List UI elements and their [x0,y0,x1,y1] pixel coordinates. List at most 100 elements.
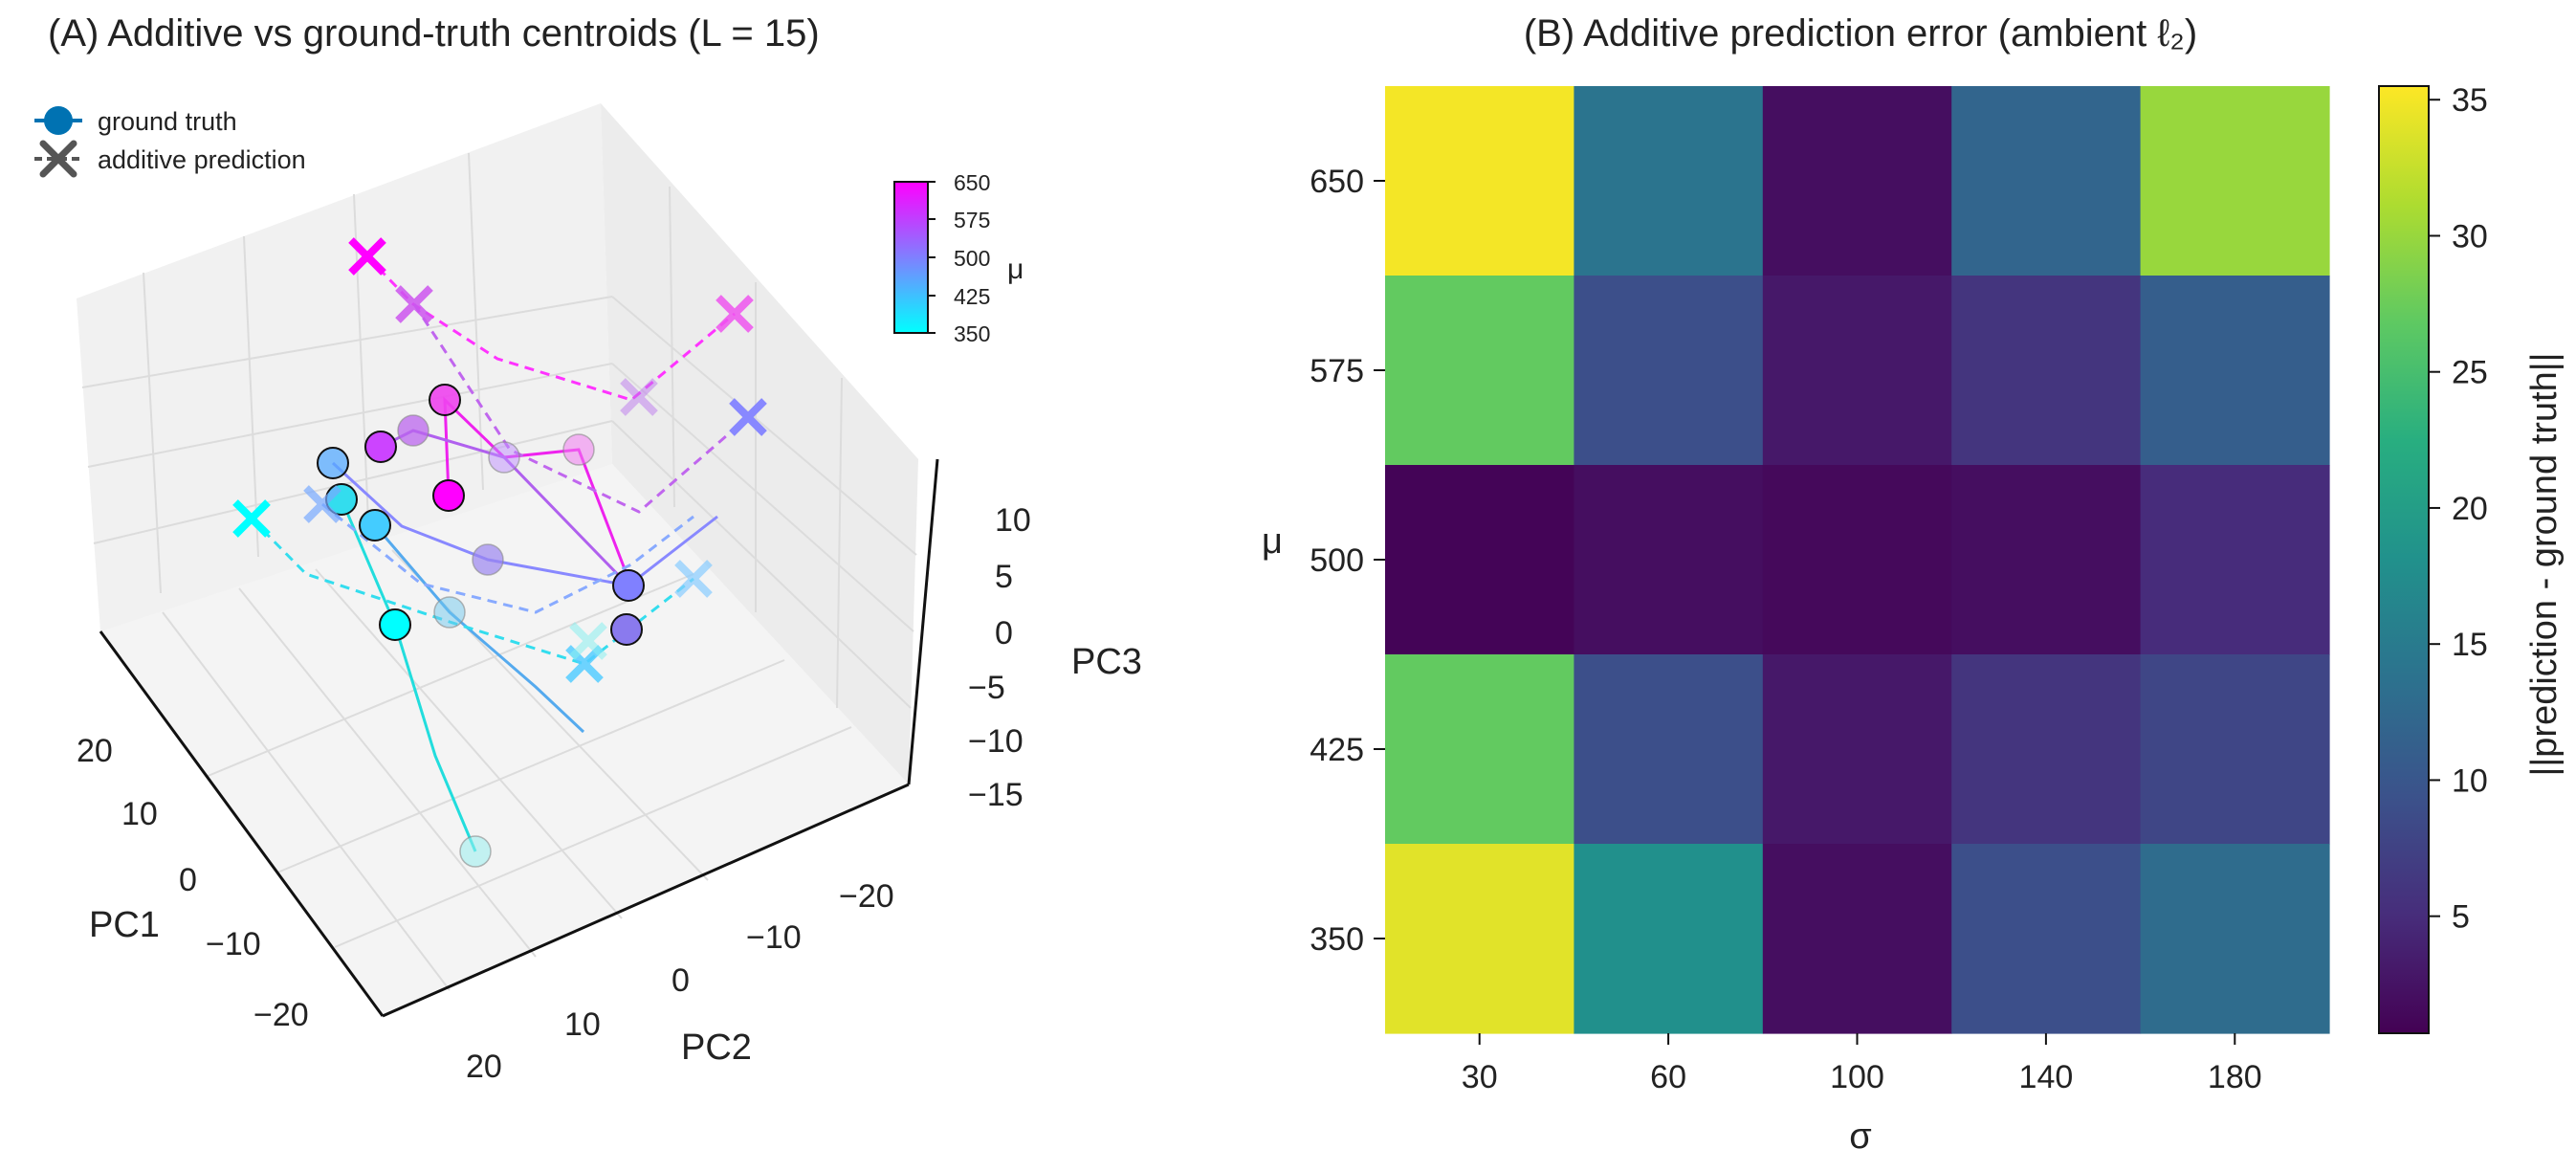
ground-truth-point [433,596,466,629]
prediction-trajectory-line [365,254,736,402]
ground-truth-point [459,835,492,868]
ground-truth-point [472,543,504,576]
scatter-marks [232,237,767,868]
mu-colorbar: 650 575 500 425 350 μ [893,170,1024,346]
heatmap-cell [1762,86,1952,276]
heatmap-cell [1385,844,1574,1034]
legend-prediction-label: additive prediction [98,145,306,174]
mu-colorbar-label: μ [1007,254,1024,285]
pc1-tick-10: 10 [121,796,158,832]
error-colorbar: 35 30 25 20 15 10 5 ||prediction - ground trut… [2378,82,2565,1034]
pc2-tick-neg20: −20 [839,878,894,915]
heatmap-cell [1574,86,1764,276]
ground-truth-point [562,433,595,466]
ground-truth-point [610,613,643,646]
heatmap-cell [1762,276,1952,466]
error-colorbar-ticks: 35 30 25 20 15 10 5 [2429,82,2488,936]
sigma-tick-label: 100 [1830,1059,1884,1095]
pc1-tick-neg10: −10 [206,926,261,962]
legend-ground-truth-label: ground truth [98,107,237,136]
heatmap-cell [1385,276,1574,466]
ground-truth-point [488,441,520,474]
heatmap-cell [1574,276,1764,466]
pc1-tick-20: 20 [77,733,113,769]
ground-truth-point [379,608,411,641]
pc3-tick-5: 5 [995,559,1013,595]
ground-truth-point [612,569,645,602]
pc2-tick-20: 20 [466,1049,502,1085]
prediction-point [674,560,713,598]
sigma-tick-label: 180 [2208,1059,2262,1095]
ground-truth-point [397,414,429,447]
mu-colorbar-gradient [893,181,929,334]
prediction-point [395,285,433,323]
error-colorbar-tick-label: 30 [2452,218,2488,254]
pc3-tick-neg15: −15 [968,777,1024,813]
heatmap-cell [1574,844,1764,1034]
heatmap-cell [1574,654,1764,845]
prediction-trajectory-line [321,502,694,614]
prediction-trajectory-line [412,303,749,514]
pc2-tick-0: 0 [672,962,690,999]
heatmap-cell [1951,86,2142,276]
mu-tick-425: 425 [954,284,990,309]
legend-prediction-marker [39,140,77,178]
mu-tick-500: 500 [954,246,990,271]
error-colorbar-gradient [2378,85,2430,1034]
legend: ground truth additive prediction [34,106,306,178]
ground-truth-point [429,384,461,416]
connecting-lines [250,254,749,852]
sigma-tick-label: 30 [1462,1059,1498,1095]
heatmap-cell [1385,465,1574,655]
prediction-point [303,485,341,523]
prediction-point [729,398,767,436]
pc1-tick-neg20: −20 [253,997,309,1033]
heatmap-cell [1951,465,2142,655]
ground-truth-point [317,447,349,479]
heatmap-cell [1762,654,1952,845]
heatmap-x-axis-label: σ [1849,1116,1871,1157]
ground-truth-trajectory-line [380,429,630,587]
pc2-axis-label: PC2 [681,1027,752,1068]
sigma-tick-label: 60 [1650,1059,1686,1095]
ground-truth-point [364,431,397,463]
pc1-tick-0: 0 [179,862,197,898]
heatmap-cells [1385,86,2330,1034]
pc2-tick-10: 10 [564,1006,601,1043]
mu-tick-650: 650 [954,170,990,195]
ground-truth-trajectory-line [373,524,585,734]
mu-tick-350: 350 [954,321,990,346]
error-colorbar-tick-label: 5 [2452,899,2470,936]
prediction-point [569,622,607,660]
error-colorbar-tick-label: 15 [2452,627,2488,663]
floor-pane [100,464,909,1016]
error-colorbar-tick-label: 25 [2452,355,2488,391]
panel-b-title: (B) Additive prediction error (ambient ℓ… [1524,12,2197,55]
mu-tick-575: 575 [954,208,990,232]
heatmap-cell [2140,465,2330,655]
error-colorbar-tick-label: 20 [2452,491,2488,527]
pc3-tick-0: 0 [995,615,1013,652]
axis-lines [99,458,939,1018]
back-left-pane [77,103,612,631]
error-colorbar-tick-label: 10 [2452,762,2488,799]
heatmap-cell [2140,86,2330,276]
prediction-point [348,237,386,276]
mu-tick-label: 575 [1310,353,1364,389]
heatmap-cell [1385,654,1574,845]
mu-tick-label: 350 [1310,921,1364,958]
pc2-tick-neg10: −10 [746,919,802,956]
error-colorbar-tick-label: 35 [2452,82,2488,119]
heatmap-cell [2140,276,2330,466]
heatmap-cell [1762,844,1952,1034]
heatmap-cell [1951,844,2142,1034]
error-colorbar-label: ||prediction - ground truth|| [2524,353,2565,777]
heatmap-y-axis-label: μ [1262,521,1283,562]
mu-tick-label: 425 [1310,732,1364,768]
prediction-point [232,499,271,538]
panel-a-title: (A) Additive vs ground-truth centroids (… [48,12,820,55]
heatmap-cell [1951,654,2142,845]
pc3-tick-neg10: −10 [968,723,1024,760]
mu-tick-label: 500 [1310,542,1364,579]
heatmap-ticks: 30 60 100 140 180 650 575 500 425 350 [1310,164,2261,1095]
